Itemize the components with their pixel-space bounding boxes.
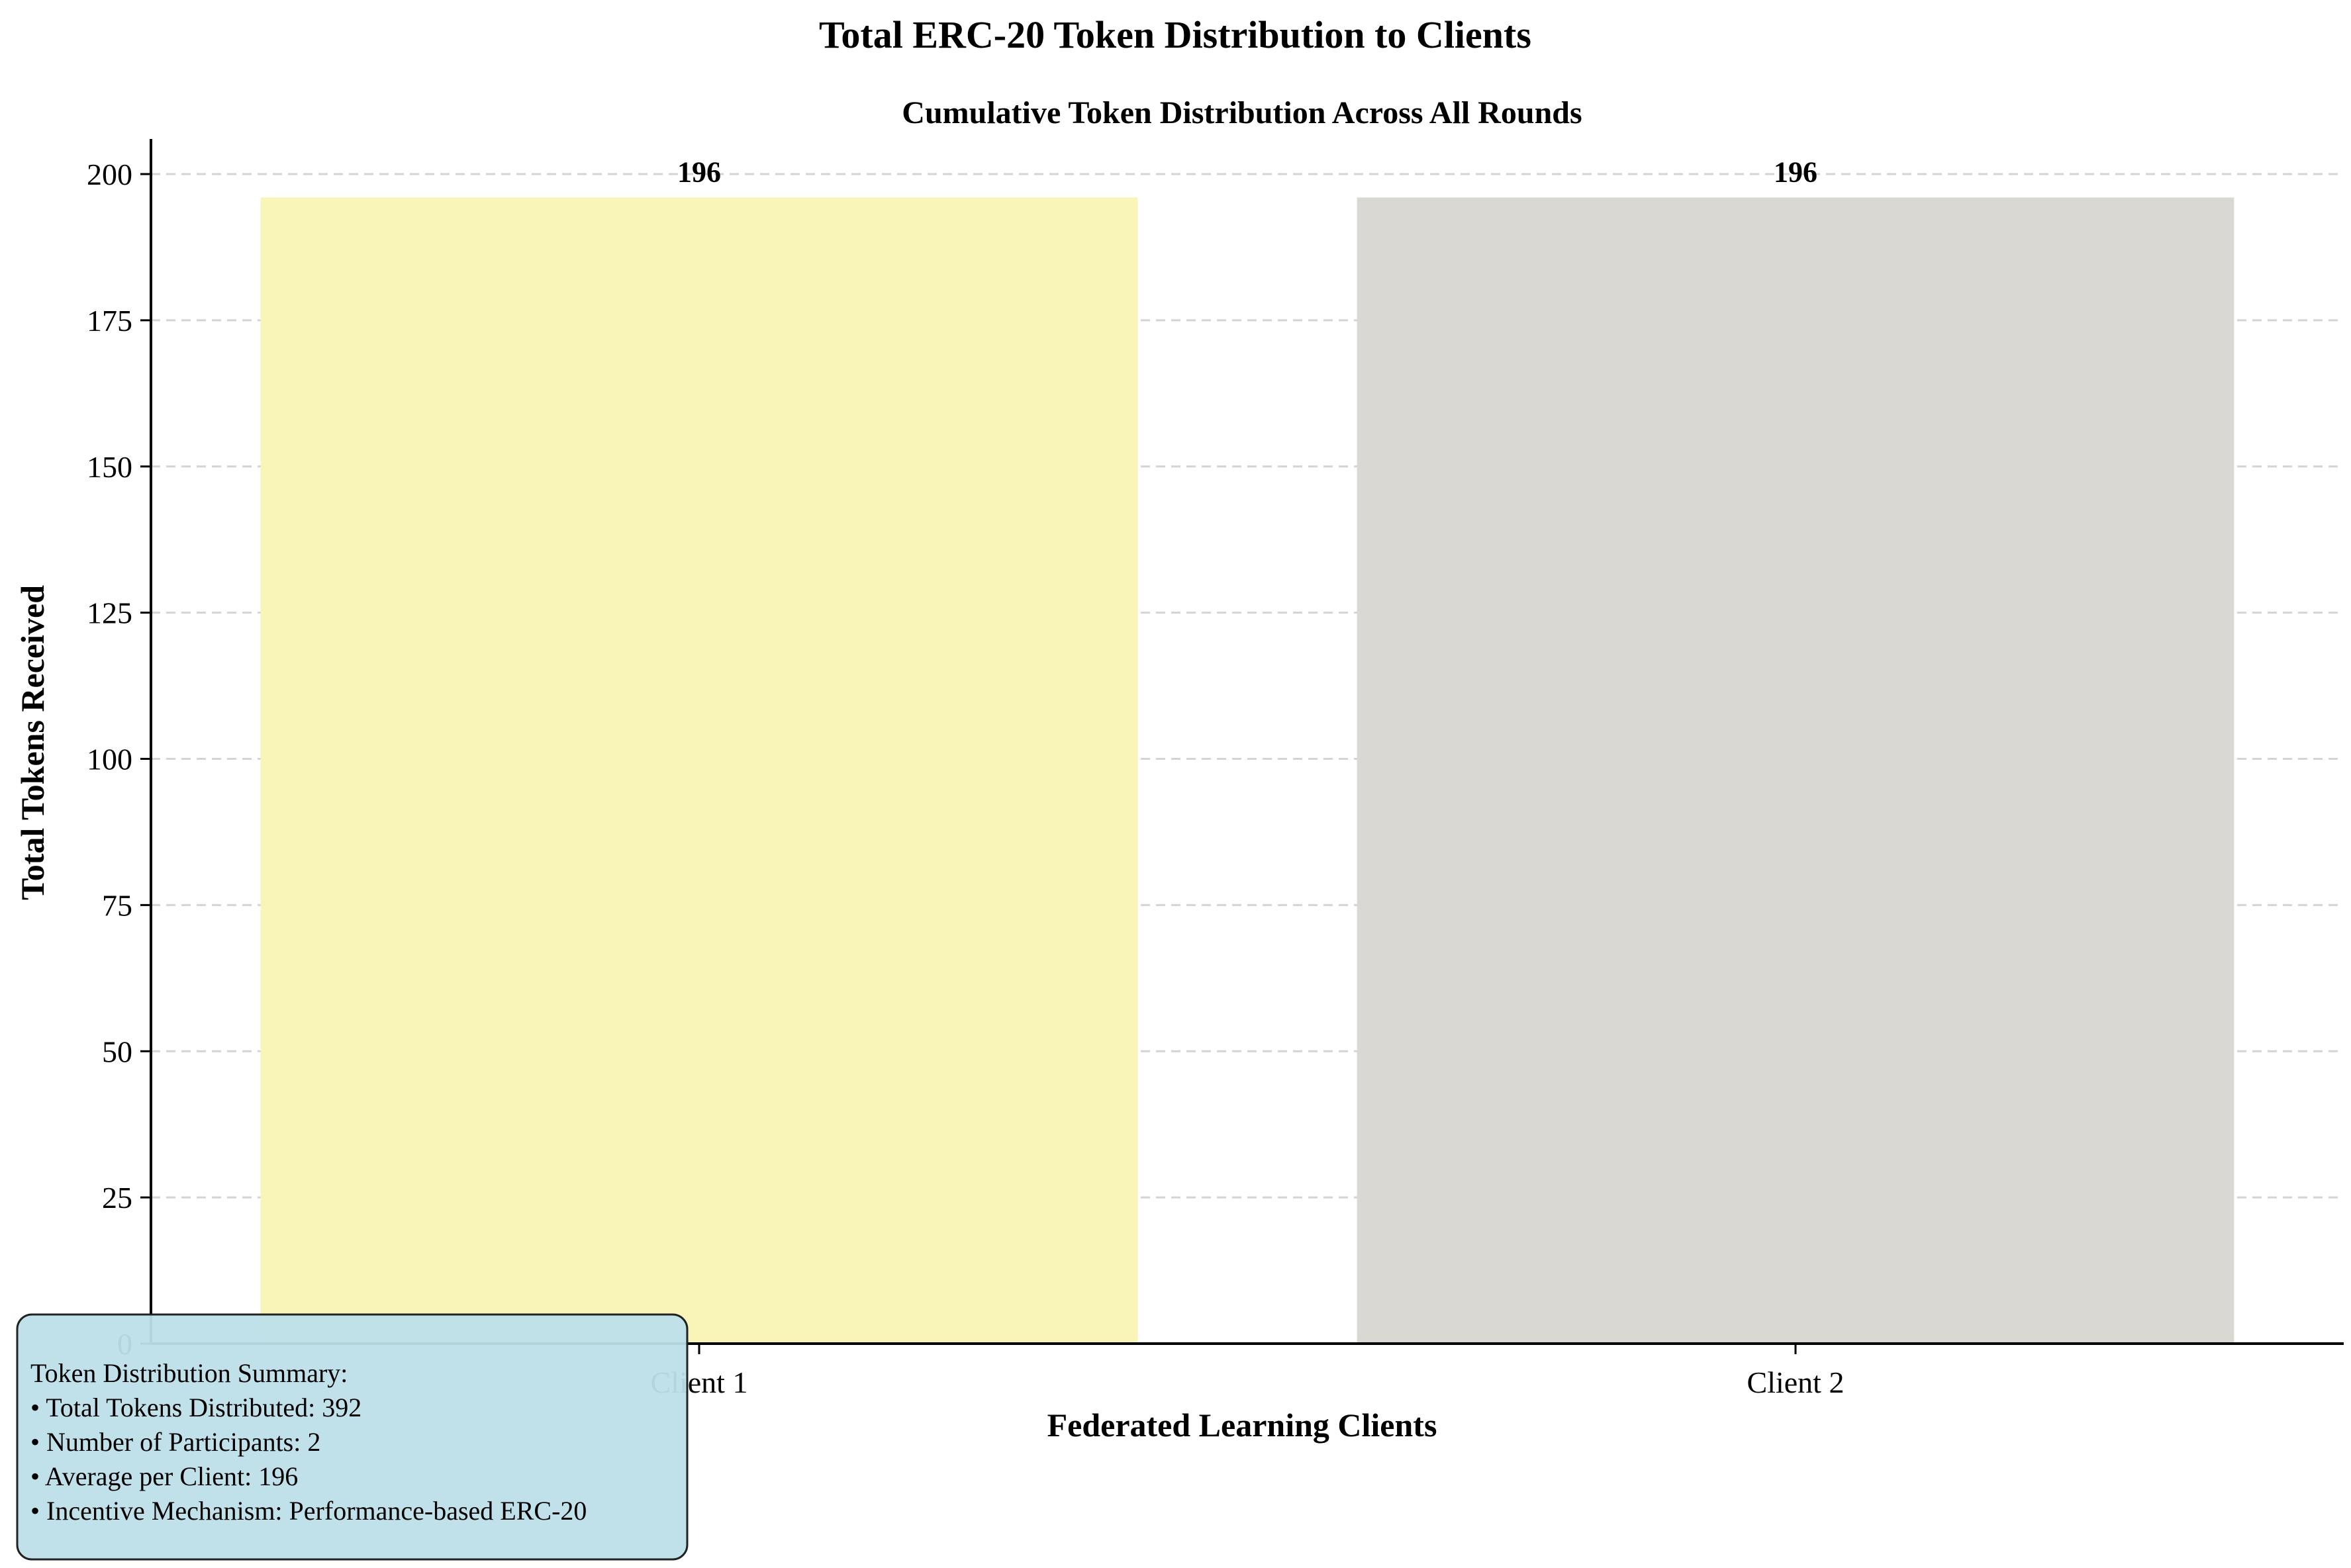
summary-heading: Token Distribution Summary: [30,1358,348,1388]
y-tick-label: 150 [87,450,132,484]
chart-subtitle: Cumulative Token Distribution Across All… [902,95,1582,130]
bar [1357,197,2234,1344]
summary-box: Token Distribution Summary: • Total Toke… [16,1313,689,1561]
y-tick-label: 200 [87,158,132,191]
x-tick-label: Client 2 [1747,1365,1845,1399]
bar-value-label: 196 [677,156,721,188]
y-tick-label: 50 [102,1035,132,1068]
bar [260,197,1138,1344]
y-axis-label: Total Tokens Received [14,585,51,900]
y-tick-label: 125 [87,596,132,630]
x-axis-label: Federated Learning Clients [1047,1407,1437,1444]
bar-value-label: 196 [1774,156,1817,188]
y-tick-label: 25 [102,1181,132,1215]
summary-line: • Number of Participants: 2 [30,1427,320,1457]
summary-line: • Average per Client: 196 [30,1461,298,1491]
chart-title: Total ERC-20 Token Distribution to Clien… [819,13,1531,56]
summary-line: • Total Tokens Distributed: 392 [30,1393,361,1422]
summary-background [16,1313,689,1561]
y-tick-label: 175 [87,304,132,338]
y-tick-label: 100 [87,743,132,776]
bars: 196 196 [260,156,2234,1344]
y-tick-label: 75 [102,888,132,922]
summary-line: • Incentive Mechanism: Performance-based… [30,1496,587,1526]
